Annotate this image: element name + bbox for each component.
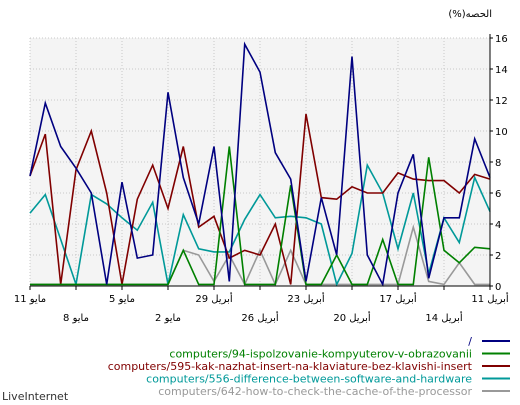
y-tick-label: 10 [495,127,508,138]
x-tick-label: 23 أبريل [287,292,325,305]
y-tick-label: 14 [495,65,508,76]
y-tick-label: 12 [495,96,508,107]
y-tick-label: 4 [495,220,501,231]
x-tick-label: 5 مايو [109,294,135,305]
y-tick-label: 0 [495,282,501,293]
x-tick-label: 17 أبريل [379,292,417,305]
series-line [29,41,491,287]
x-tick-label: 11 أبريل [471,292,509,305]
series-line [29,162,491,287]
legend-entry-label: computers/556-difference-between-softwar… [146,373,472,386]
x-tick-label: 20 أبريل [333,311,371,324]
legend-entry-label: computers/595-kak-nazhat-insert-na-klavi… [108,360,473,373]
y-tick-label: 2 [495,251,501,262]
x-tick-label: 11 مايو [14,294,46,305]
brand-label: LiveInternet [2,390,69,403]
legend-entry-label: computers/642-how-to-check-the-cache-of-… [158,385,472,398]
y-tick-label: 6 [495,189,501,200]
y-axis-label: (%)الحصه [448,9,492,20]
legend: /computers/94-ispolzovanie-kompyuterov-v… [108,335,510,398]
x-tick-label: 26 أبريل [241,311,279,324]
x-tick-labels: 11 مايو 5 مايو 29 أبريل 23 أبريل 17 أبريل 11 … [14,286,509,324]
y-tick-label: 8 [495,158,501,169]
x-tick-label: 2 مايو [155,313,181,324]
series-line [29,113,491,285]
x-tick-label: 14 أبريل [425,311,463,324]
legend-entry-label: / [468,335,472,348]
x-tick-label: 29 أبريل [195,292,233,305]
y-tick-label: 16 [495,34,508,45]
legend-entry-label: computers/94-ispolzovanie-kompyuterov-v-… [169,348,472,361]
y-tick-labels: 0 2 4 6 8 10 12 14 16 [490,34,508,293]
x-tick-label: 8 مايو [63,313,89,324]
series-lines [29,41,491,287]
